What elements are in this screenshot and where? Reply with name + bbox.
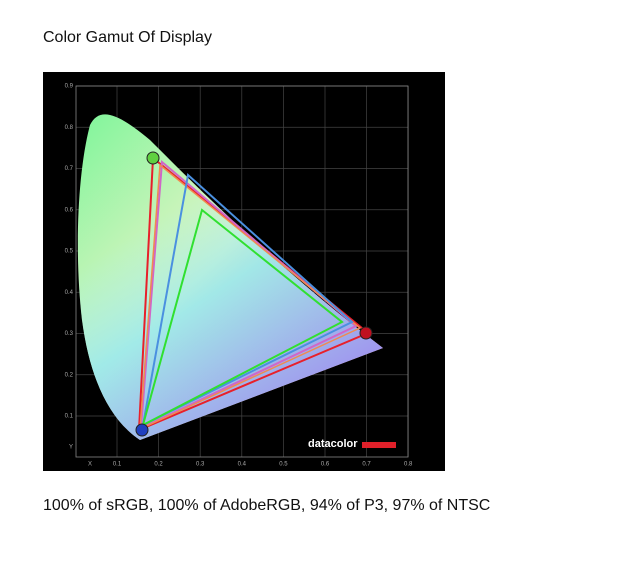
gamut-figure: 0.9 0.8 0.7 0.6 0.5 0.4 0.3 0.2 0.1 Y X 0.1 0.2 0.3 0.… — [43, 72, 445, 471]
brand-bar — [362, 442, 396, 448]
x-tick-label: 0.3 — [196, 462, 205, 468]
x-axis-label: X — [88, 462, 92, 468]
x-tick-label: 0.7 — [362, 462, 371, 468]
red-primary — [359, 326, 373, 340]
x-tick-label: 0.1 — [113, 462, 122, 468]
y-tick-label: 0.2 — [65, 372, 74, 378]
x-tick-label: 0.2 — [154, 462, 163, 468]
y-tick-label: 0.6 — [65, 207, 74, 213]
y-tick-label: 0.5 — [65, 249, 74, 255]
y-tick-label: 0.3 — [65, 331, 74, 337]
y-tick-label: 0.8 — [65, 125, 74, 131]
y-tick-label: 0.9 — [65, 84, 74, 90]
gamut-p3 — [141, 173, 354, 427]
brand: datacolor — [308, 438, 358, 450]
caption: 100% of sRGB, 100% of AdobeRGB, 94% of P… — [43, 497, 491, 514]
green-primary — [146, 151, 160, 165]
x-tick-label: 0.8 — [404, 462, 413, 468]
y-axis-label: Y — [69, 445, 73, 451]
gamut-orange — [139, 163, 362, 431]
x-tick-label: 0.4 — [238, 462, 247, 468]
gamut-srgb — [141, 208, 344, 427]
gamut-adobe — [139, 159, 358, 430]
plot-frame — [75, 85, 409, 458]
y-tick-label: 0.4 — [65, 290, 74, 296]
y-tick-label: 0.1 — [65, 414, 74, 420]
x-tick-label: 0.6 — [321, 462, 330, 468]
y-tick-label: 0.7 — [65, 166, 74, 172]
blue-primary — [135, 423, 149, 437]
title: Color Gamut Of Display — [43, 29, 212, 46]
x-tick-label: 0.5 — [279, 462, 288, 468]
